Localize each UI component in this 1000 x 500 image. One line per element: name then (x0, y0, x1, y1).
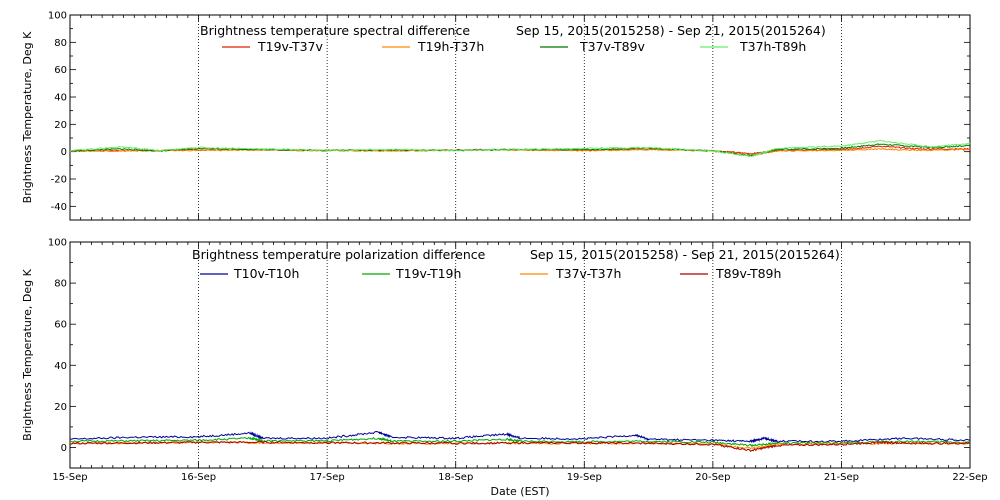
series-line-t19h-t37h (69, 147, 971, 157)
chart-date-range: Sep 15, 2015(2015258) - Sep 21, 2015(201… (516, 23, 826, 38)
series-line-t89v-t89h (69, 440, 971, 452)
y-tick-label: 0 (61, 147, 67, 158)
y-tick-label: 60 (54, 320, 67, 331)
legend-label: T37v-T37h (555, 266, 621, 281)
chart-date-range: Sep 15, 2015(2015258) - Sep 21, 2015(201… (530, 247, 840, 262)
x-tick-label: 22-Sep (952, 472, 987, 483)
y-tick-label: 80 (54, 279, 67, 290)
series-line-t37h-t89h (69, 139, 971, 158)
y-tick-label: 100 (48, 11, 67, 22)
y-axis-label: Brightness Temperature, Deg K (21, 268, 34, 440)
y-tick-label: 20 (54, 120, 67, 131)
y-tick-label: 80 (54, 38, 67, 49)
legend-label: T10v-T10h (233, 266, 299, 281)
y-tick-label: 40 (54, 93, 67, 104)
x-axis-label: Date (EST) (490, 485, 549, 498)
panel-1: -40 -20 0 20 40 60 80 100 Brightness Temperature… (21, 11, 971, 221)
y-tick-label: 20 (54, 402, 67, 413)
y-tick-label: 0 (61, 443, 67, 454)
x-tick-label: 17-Sep (310, 472, 345, 483)
chart-title: Brightness temperature spectral differen… (200, 23, 470, 38)
y-tick-label: -20 (51, 175, 67, 186)
y-tick-label: 60 (54, 65, 67, 76)
plot-frame (69, 14, 971, 221)
x-tick-label: 20-Sep (695, 472, 730, 483)
series-line-t19v-t19h (69, 436, 971, 448)
plot-frame (69, 241, 971, 469)
x-tick-label: 21-Sep (824, 472, 859, 483)
y-tick-label: -40 (51, 202, 67, 213)
x-tick-label: 18-Sep (438, 472, 473, 483)
legend-label: T89v-T89h (715, 266, 781, 281)
x-tick-label: 15-Sep (52, 472, 87, 483)
legend-label: T19v-T19h (395, 266, 461, 281)
series-line-t37v-t37h (69, 440, 971, 450)
chart-title: Brightness temperature polarization diff… (192, 247, 486, 262)
y-tick-label: 100 (48, 238, 67, 249)
panel-2: 0 20 40 60 80 100 Brightness Temperature, Deg … (21, 238, 988, 499)
series-line-t37v-t89v (69, 143, 971, 157)
legend-label: T37h-T89h (739, 39, 806, 54)
x-tick-label: 19-Sep (567, 472, 602, 483)
legend-label: T37v-T89v (579, 39, 646, 54)
x-tick-label: 16-Sep (181, 472, 216, 483)
series-line-t10v-t10h (69, 431, 971, 443)
y-tick-label: 40 (54, 361, 67, 372)
y-axis-label: Brightness Temperature, Deg K (21, 31, 34, 203)
legend-label: T19h-T37h (417, 39, 484, 54)
legend-label: T19v-T37v (257, 39, 324, 54)
